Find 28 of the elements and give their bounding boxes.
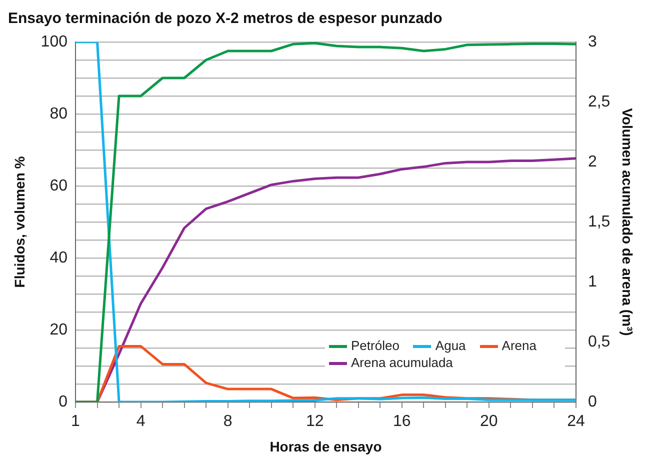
y-tick-label: 100 (40, 33, 68, 50)
y-tick-label: 40 (50, 249, 68, 266)
y-tick-label: 0 (58, 393, 68, 410)
x-tick-label: 1 (71, 413, 80, 430)
y2-tick-label: 1,5 (588, 213, 610, 230)
x-axis-title: Horas de ensayo (270, 438, 382, 454)
legend-label: Petróleo (350, 338, 400, 353)
y2-tick-label: 0,5 (588, 333, 610, 350)
x-tick-label: 4 (136, 413, 146, 430)
x-tick-label: 24 (567, 413, 585, 430)
y2-tick-label: 2 (588, 153, 597, 170)
legend-label: Arena (500, 338, 536, 353)
y-axis-title: Fluidos, volumen % (11, 156, 28, 288)
chart-title: Ensayo terminación de pozo X-2 metros de espesor punzado (8, 10, 442, 28)
y2-tick-label: 1 (588, 273, 597, 290)
x-tick-label: 20 (480, 413, 498, 430)
y2-tick-label: 2,5 (588, 93, 610, 110)
y-tick-label: 80 (50, 105, 68, 122)
y2-axis-title: Volumen acumulado de arena (m³) (620, 108, 636, 336)
x-tick-label: 16 (392, 413, 411, 430)
y-tick-label: 20 (50, 321, 68, 338)
legend-label: Agua (434, 338, 466, 353)
y2-tick-label: 3 (588, 33, 597, 50)
legend-label: Arena acumulada (350, 355, 453, 370)
y-tick-label: 60 (50, 177, 68, 194)
x-tick-label: 12 (306, 413, 324, 430)
y2-tick-label: 0 (588, 393, 597, 410)
x-tick-label: 8 (223, 413, 232, 430)
